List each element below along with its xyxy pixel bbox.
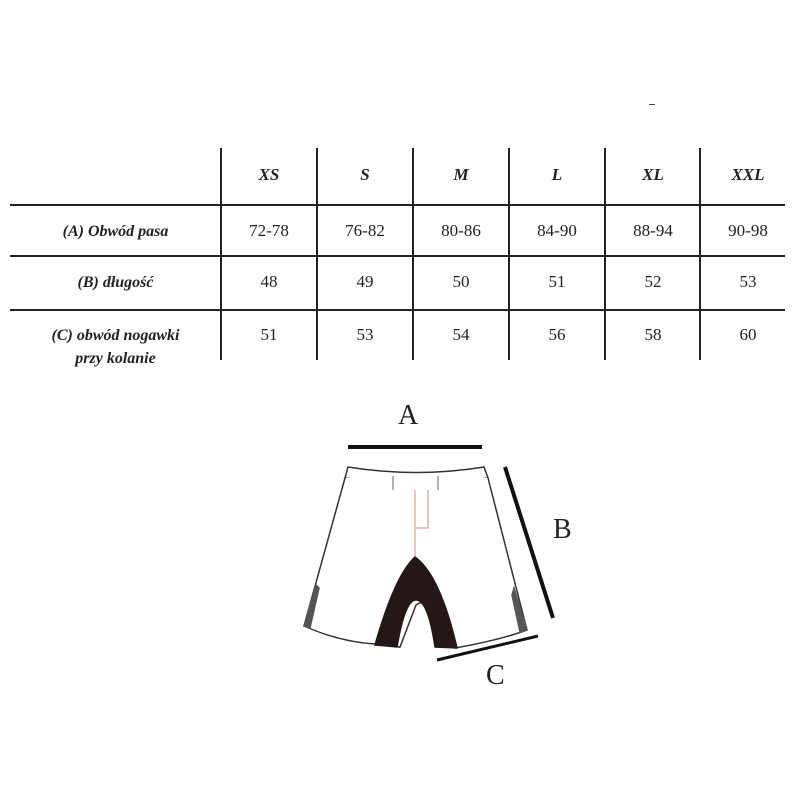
size-header-l: L — [551, 165, 563, 184]
row-divider — [10, 255, 785, 257]
table-cell: 60 — [739, 325, 757, 344]
size-header-xxl: XXL — [731, 165, 765, 184]
row-label-line: przy kolanie — [75, 350, 156, 367]
column-divider — [508, 148, 510, 360]
column-divider — [699, 148, 701, 360]
column-divider — [412, 148, 414, 360]
row-label: (C) obwód nogawki przy kolanie — [10, 324, 221, 370]
column-divider — [316, 148, 318, 360]
size-header-xl: XL — [642, 165, 664, 184]
measure-line-c — [436, 634, 539, 662]
row-divider — [10, 309, 785, 311]
size-header-m: M — [453, 165, 469, 184]
table-cell: 49 — [356, 272, 374, 291]
row-label: (B) długość — [10, 271, 221, 294]
label-a: A — [398, 400, 419, 431]
table-cell: 56 — [548, 325, 566, 344]
size-header-s: S — [360, 165, 370, 184]
table-cell: 53 — [356, 325, 374, 344]
row-label: (A) Obwód pasa — [10, 220, 221, 243]
stray-mark — [649, 104, 655, 105]
row-label-line: (A) Obwód pasa — [62, 223, 169, 240]
measure-line-b — [503, 466, 555, 619]
row-label-line: (C) obwód nogawki — [51, 327, 180, 344]
table-cell: 72-78 — [249, 221, 289, 240]
size-header-xs: XS — [258, 165, 280, 184]
label-b: B — [553, 514, 572, 545]
table-cell: 48 — [260, 272, 278, 291]
table-cell: 88-94 — [633, 221, 673, 240]
label-c: C — [486, 660, 505, 691]
table-cell: 58 — [644, 325, 662, 344]
table-cell: 51 — [548, 272, 566, 291]
table-cell: 50 — [452, 272, 470, 291]
column-divider — [604, 148, 606, 360]
column-divider — [220, 148, 222, 360]
table-cell: 52 — [644, 272, 662, 291]
table-cell: 80-86 — [441, 221, 481, 240]
table-cell: 51 — [260, 325, 278, 344]
table-cell: 90-98 — [728, 221, 768, 240]
table-cell: 54 — [452, 325, 470, 344]
shorts-illustration — [303, 466, 528, 649]
row-label-line: (B) długość — [77, 274, 154, 291]
table-cell: 76-82 — [345, 221, 385, 240]
table-cell: 84-90 — [537, 221, 577, 240]
table-cell: 53 — [739, 272, 757, 291]
row-divider — [10, 204, 785, 206]
